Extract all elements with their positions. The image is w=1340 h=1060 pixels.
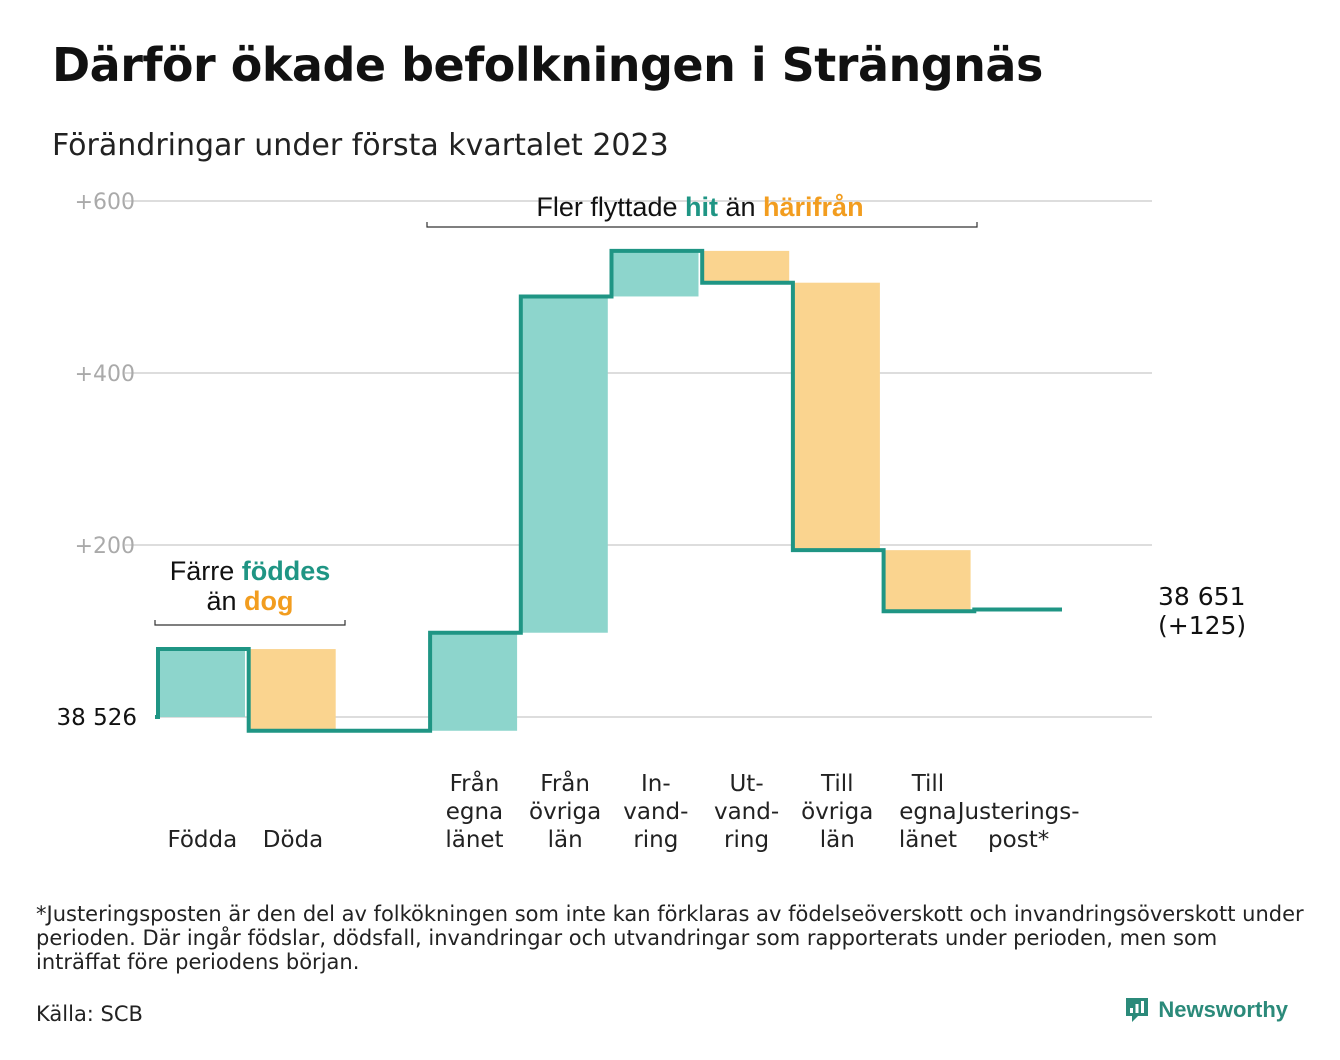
y-tick-label: +400 <box>75 362 135 387</box>
births-annotation-line2: än dog <box>206 586 293 616</box>
category-label: länet <box>899 827 957 853</box>
bar <box>519 296 608 633</box>
bar <box>157 649 245 717</box>
bars-layer <box>157 250 971 731</box>
category-label: länet <box>445 827 503 853</box>
moves-bracket <box>426 222 978 228</box>
end-value-label: 38 651 <box>1158 582 1245 611</box>
moves-annotation: Fler flyttade hit än härifrån <box>536 192 863 222</box>
category-label: ring <box>633 827 678 853</box>
category-label: post* <box>988 827 1049 853</box>
category-label: övriga <box>801 799 873 825</box>
category-label: Från <box>540 769 590 797</box>
y-tick-label: +200 <box>75 534 135 559</box>
start-value-label: 38 526 <box>57 705 137 731</box>
category-label: län <box>548 827 583 853</box>
bar <box>791 282 880 551</box>
category-label: ring <box>724 827 769 853</box>
line-layer <box>155 248 1062 733</box>
brand: Newsworthy <box>1124 996 1288 1024</box>
category-label: övriga <box>529 799 601 825</box>
category-label: In- <box>641 771 671 797</box>
newsworthy-logo-icon <box>1126 998 1149 1022</box>
category-label: Till <box>911 771 945 797</box>
brand-name: Newsworthy <box>1158 997 1288 1022</box>
bar <box>701 250 790 283</box>
source-note: Källa: SCB <box>36 1002 143 1026</box>
births-bracket <box>154 620 346 626</box>
bar <box>429 632 518 731</box>
births-annotation-line1: Färre föddes <box>170 556 331 586</box>
chart-title: Därför ökade befolkningen i Strängnäs <box>52 38 1043 92</box>
category-label: Justerings- <box>956 799 1080 825</box>
category-label: vand- <box>623 799 688 825</box>
bar <box>610 250 699 297</box>
running-total-line <box>155 248 1062 733</box>
category-label: vand- <box>714 799 779 825</box>
category-label: Födda <box>167 827 237 853</box>
category-label: län <box>820 827 855 853</box>
footnote: *Justeringsposten är den del av folkökni… <box>36 902 1304 974</box>
chart-subtitle: Förändringar under första kvartalet 2023 <box>52 128 669 163</box>
category-label: Döda <box>263 827 323 853</box>
bar <box>882 550 971 612</box>
category-label: Från <box>450 769 500 797</box>
category-label: egna <box>446 799 503 825</box>
y-tick-label: +600 <box>75 190 135 215</box>
end-value-label: (+125) <box>1158 611 1246 640</box>
category-label: Ut- <box>729 771 763 797</box>
category-label: egna <box>899 799 956 825</box>
category-label: Till <box>820 771 854 797</box>
bar <box>247 649 336 731</box>
